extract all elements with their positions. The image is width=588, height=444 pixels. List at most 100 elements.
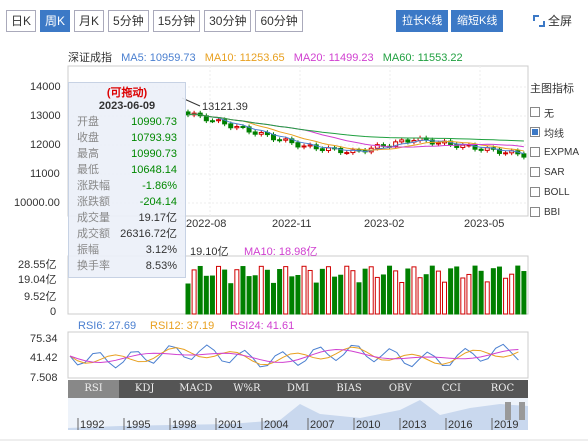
rsi-panel-frame bbox=[67, 331, 529, 379]
rsi24-line bbox=[69, 349, 519, 363]
indicator-tab-0[interactable]: RSI bbox=[68, 380, 120, 398]
tooltip-row: 涨跌幅 -1.86% bbox=[69, 178, 185, 194]
volume-bar bbox=[209, 275, 215, 315]
tooltip-row-value: 10793.93 bbox=[131, 132, 177, 144]
candle bbox=[216, 119, 222, 122]
index-name: 深证成指 bbox=[68, 52, 112, 64]
tooltip-row-value: -1.86% bbox=[142, 180, 177, 192]
volume-bar bbox=[307, 269, 313, 315]
period-tab-6[interactable]: 60分钟 bbox=[255, 10, 303, 32]
period-tab-4[interactable]: 15分钟 bbox=[152, 10, 201, 32]
ma5-label: MA5: 10959.73 bbox=[121, 52, 196, 64]
volume-bar bbox=[399, 281, 405, 315]
volume-bar bbox=[405, 268, 411, 315]
volume-bar bbox=[448, 268, 454, 315]
main-indicator-option-label: BBI bbox=[544, 206, 561, 218]
indicator-tab-8[interactable]: ROC bbox=[490, 383, 515, 394]
indicator-tab-3[interactable]: W%R bbox=[233, 383, 261, 394]
tooltip-row: 换手率 8.53% bbox=[69, 258, 185, 274]
volume-ma10: MA10: 18.98亿 bbox=[244, 246, 318, 258]
overview-year-label: 2016 bbox=[448, 419, 472, 431]
main-indicator-option-label: 均线 bbox=[544, 128, 564, 140]
ma-legend: 深证成指 MA5: 10959.73 MA10: 11253.65 MA20: … bbox=[68, 49, 469, 65]
volume-bar bbox=[374, 276, 380, 315]
indicator-tab-7[interactable]: CCI bbox=[441, 383, 461, 394]
tooltip-title: (可拖动) bbox=[106, 87, 148, 99]
volume-bar bbox=[411, 266, 417, 315]
candle bbox=[496, 148, 502, 154]
checkbox-icon[interactable] bbox=[530, 187, 540, 197]
candle bbox=[319, 148, 325, 152]
main-indicator-option-1[interactable]: 均线 bbox=[530, 122, 588, 142]
candle bbox=[405, 139, 411, 143]
volume-bar bbox=[264, 269, 270, 315]
indicator-tab-4[interactable]: DMI bbox=[286, 383, 310, 394]
volume-bar bbox=[423, 274, 429, 315]
ma60-label: MA60: 11553.22 bbox=[382, 52, 463, 64]
volume-bar bbox=[362, 268, 368, 315]
candle bbox=[252, 131, 258, 135]
volume-bar bbox=[301, 265, 307, 315]
candle bbox=[295, 142, 301, 148]
period-tab-5[interactable]: 30分钟 bbox=[204, 10, 252, 32]
indicator-tab-5[interactable]: BIAS bbox=[336, 383, 362, 394]
high-marker: 13121.39 bbox=[202, 101, 248, 113]
overview-handle-right[interactable] bbox=[519, 402, 525, 420]
volume-bar bbox=[380, 274, 386, 315]
candle bbox=[209, 120, 215, 123]
candle bbox=[393, 141, 399, 147]
checkbox-icon[interactable] bbox=[530, 167, 540, 177]
overview-years: 1992 1995 1998 2001 2004 2007 2010 2013 2016 2019 bbox=[77, 418, 518, 431]
candle bbox=[283, 138, 289, 141]
price-tick-1: 13000 bbox=[30, 110, 61, 122]
tooltip-row-label: 成交额 bbox=[77, 228, 110, 240]
candle bbox=[228, 123, 234, 129]
volume-bar bbox=[472, 265, 478, 315]
candle bbox=[277, 139, 283, 142]
indicator-tab-6[interactable]: OBV bbox=[388, 383, 412, 394]
stretch-kline-button[interactable]: 拉长K线 bbox=[396, 10, 449, 32]
main-indicator-option-0[interactable]: 无 bbox=[530, 102, 588, 122]
checkbox-icon[interactable] bbox=[530, 127, 540, 137]
period-tab-0[interactable]: 日K bbox=[6, 10, 37, 32]
overview-year-label: 2004 bbox=[264, 419, 288, 431]
candle bbox=[240, 126, 246, 129]
checkbox-icon[interactable] bbox=[530, 207, 540, 217]
volume-bar bbox=[313, 282, 319, 315]
info-tooltip[interactable]: (可拖动) 2023-06-09 开盘 10990.73 收盘 10793.93 最高 1… bbox=[68, 82, 186, 278]
price-tick-2: 12000 bbox=[30, 139, 61, 151]
volume-bar bbox=[295, 274, 301, 315]
period-tab-1[interactable]: 周K bbox=[40, 10, 71, 32]
checkbox-icon[interactable] bbox=[530, 107, 540, 117]
main-indicator-panel: 主图指标 无均线 EXPMA SAR BOLL BBI bbox=[530, 80, 588, 222]
candle bbox=[435, 142, 441, 145]
volume-bar bbox=[387, 265, 393, 315]
tooltip-row-label: 成交量 bbox=[77, 212, 110, 224]
volume-bar bbox=[509, 273, 515, 315]
volume-bar bbox=[515, 265, 521, 315]
period-tab-3[interactable]: 5分钟 bbox=[108, 10, 149, 32]
main-indicator-option-2[interactable]: EXPMA bbox=[530, 142, 588, 162]
volume-bar bbox=[283, 266, 289, 315]
candle bbox=[521, 153, 527, 158]
candle bbox=[301, 145, 307, 148]
period-tab-2[interactable]: 月K bbox=[74, 10, 105, 32]
vol-tick-0: 28.55亿 bbox=[18, 259, 57, 271]
indicator-tab-1[interactable]: KDJ bbox=[134, 383, 155, 394]
main-indicator-option-4[interactable]: BOLL bbox=[530, 182, 588, 202]
main-indicator-option-label: BOLL bbox=[544, 186, 570, 198]
ma20-line bbox=[187, 113, 524, 148]
candle bbox=[325, 147, 331, 152]
main-indicator-option-3[interactable]: SAR bbox=[530, 162, 588, 182]
rsi-tick-1: 41.42 bbox=[30, 352, 58, 364]
main-indicator-option-5[interactable]: BBI bbox=[530, 202, 588, 222]
candle bbox=[307, 144, 313, 147]
price-tick-3: 11000 bbox=[30, 168, 60, 180]
tooltip-row: 收盘 10793.93 bbox=[69, 130, 185, 146]
overview-handle-left[interactable] bbox=[505, 402, 511, 420]
checkbox-icon[interactable] bbox=[530, 147, 540, 157]
shrink-kline-button[interactable]: 缩短K线 bbox=[451, 10, 504, 32]
fullscreen-button[interactable]: 全屏 bbox=[533, 12, 572, 29]
indicator-tab-2[interactable]: MACD bbox=[179, 383, 213, 394]
rsi12-line bbox=[69, 346, 519, 366]
